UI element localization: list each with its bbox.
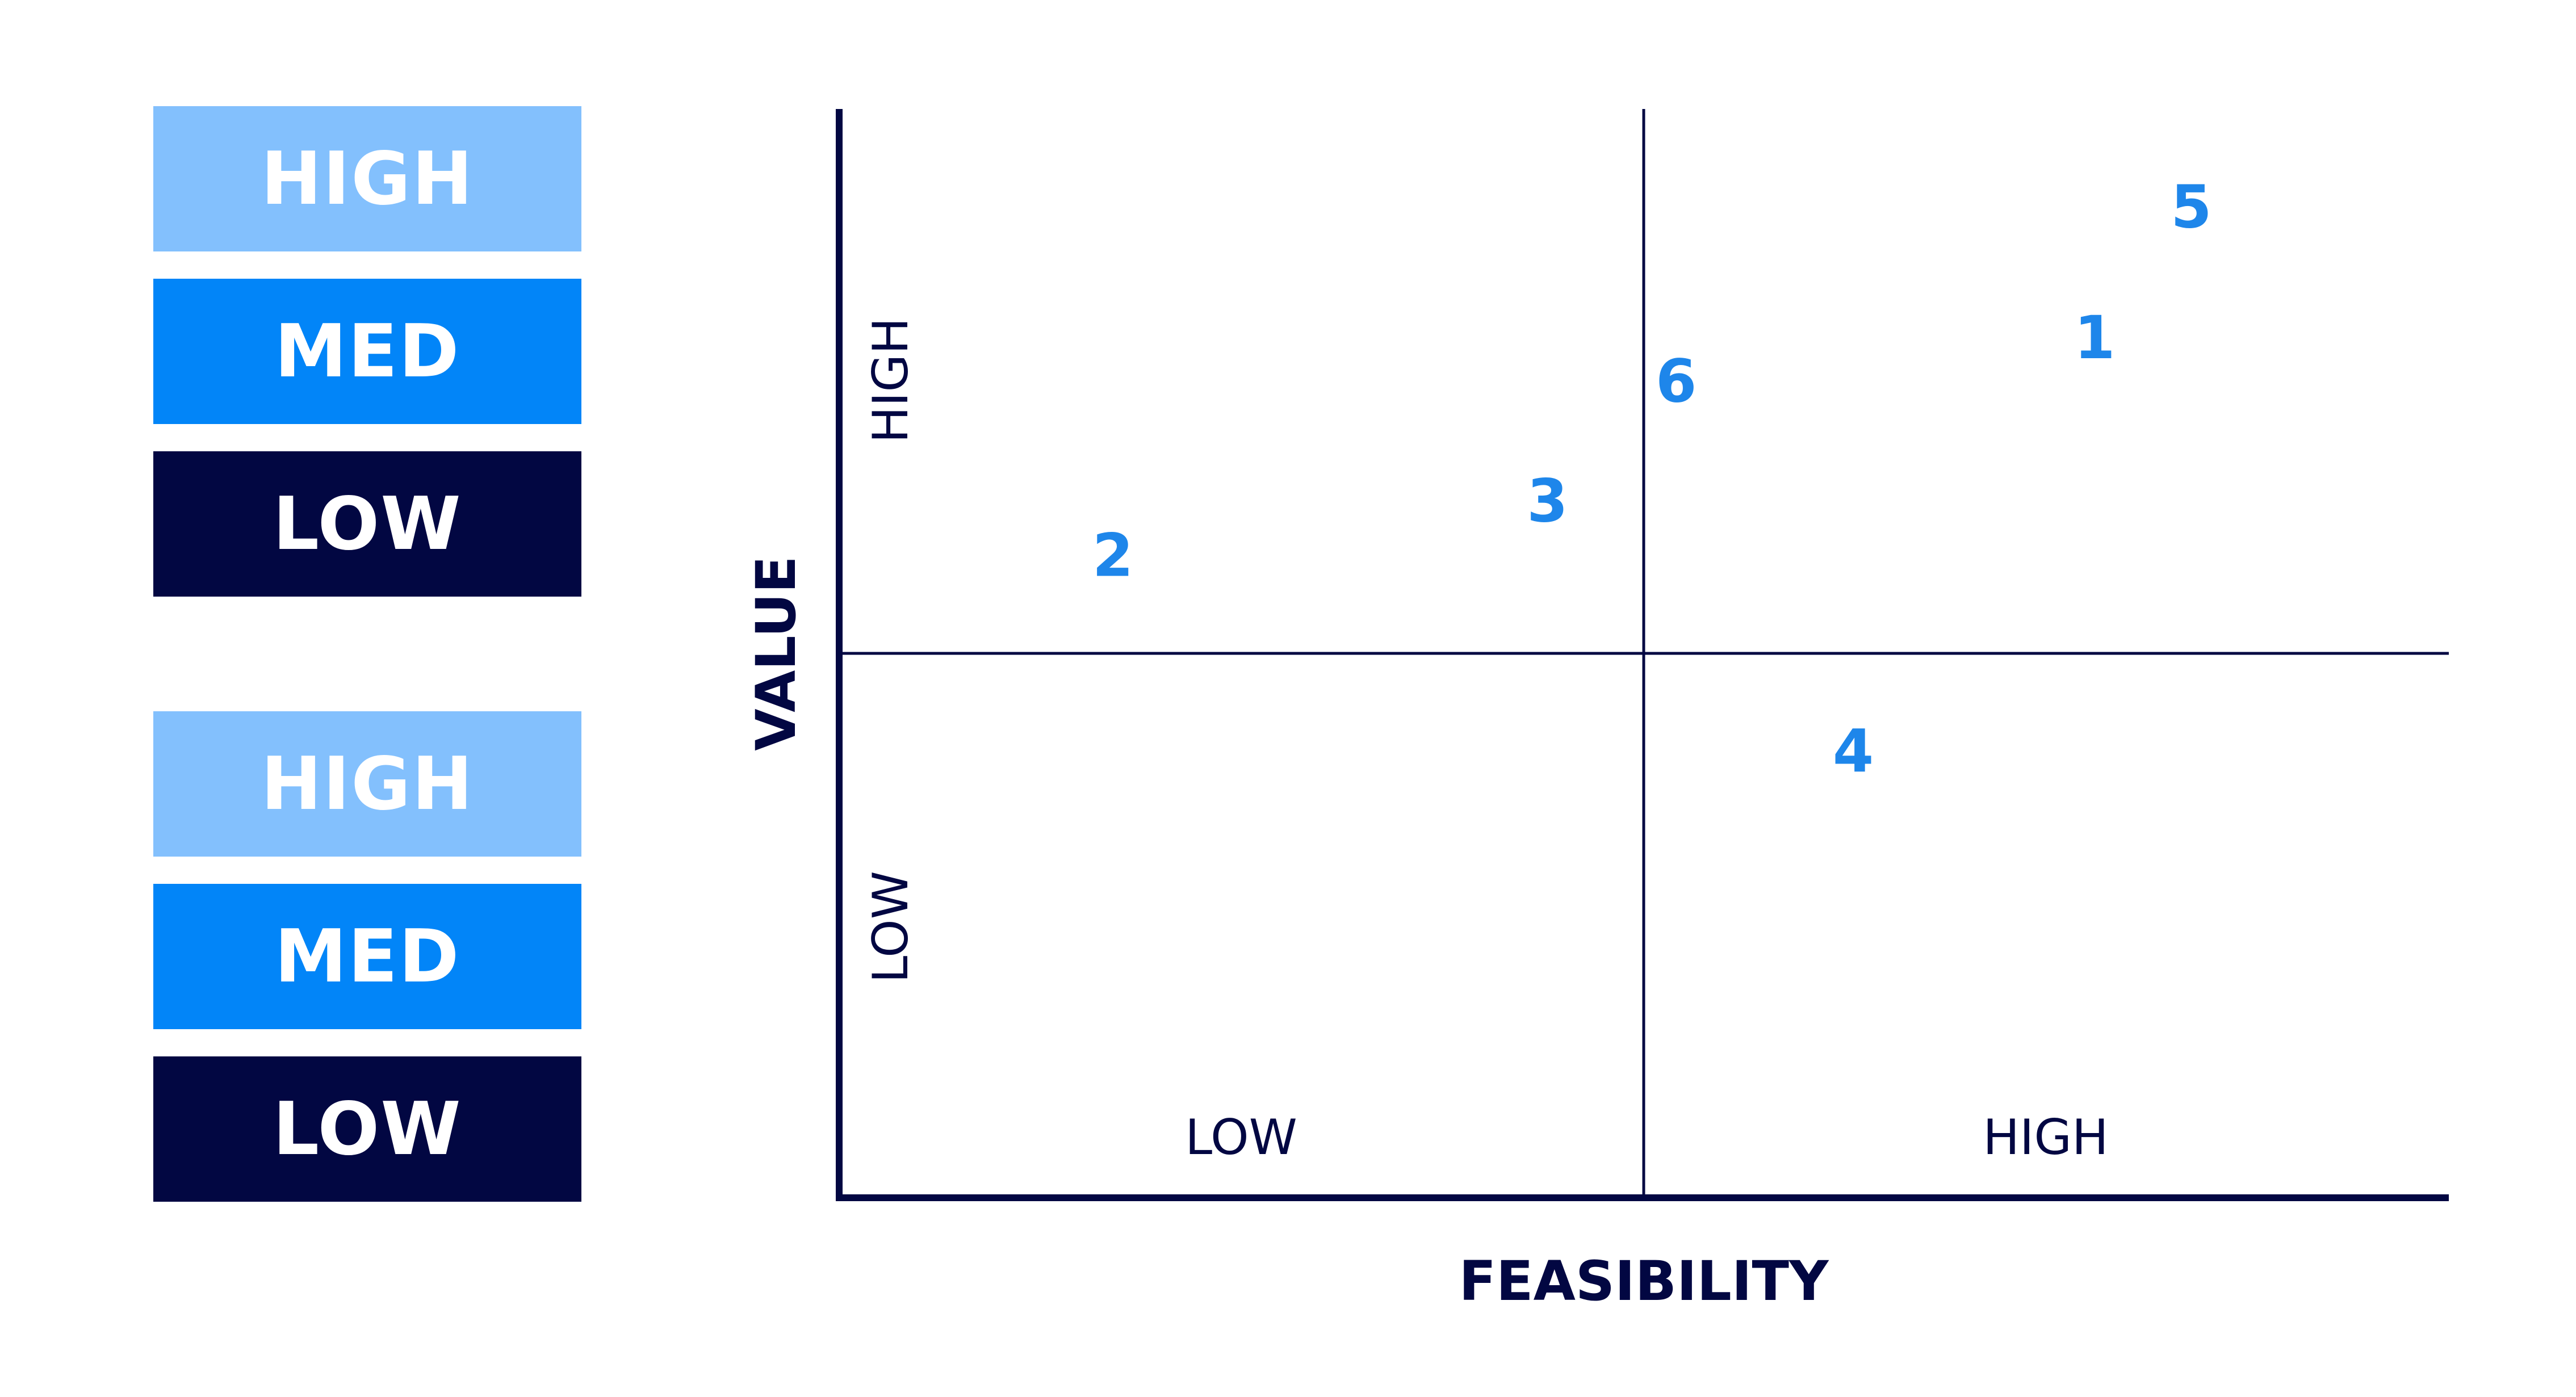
x-high-label: HIGH <box>1983 1109 2108 1166</box>
legend-label: MED <box>274 309 460 394</box>
legend-group-2-med: MED <box>153 884 581 1029</box>
point-label-4: 4 <box>1833 717 1874 786</box>
point-label-5: 5 <box>2171 173 2211 242</box>
point-label-3: 3 <box>1527 467 1568 536</box>
points-layer: 1 2 3 4 5 6 <box>1092 173 2212 786</box>
legend-group-1-med: MED <box>153 279 581 424</box>
legend-label: HIGH <box>261 741 474 827</box>
legend-label: LOW <box>273 1086 462 1172</box>
point-label-2: 2 <box>1092 521 1133 590</box>
x-low-label: LOW <box>1185 1109 1297 1166</box>
point-label-1: 1 <box>2074 303 2115 372</box>
legend-group-2-high: HIGH <box>153 711 581 857</box>
y-high-label: HIGH <box>862 317 919 443</box>
y-axis-title: VALUE <box>744 556 808 750</box>
x-axis-title: FEASIBILITY <box>1459 1249 1829 1313</box>
legend-label: MED <box>274 914 460 999</box>
legend-group-1-low: LOW <box>153 451 581 597</box>
legend-label: HIGH <box>261 136 474 221</box>
legend-group-1-high: HIGH <box>153 106 581 251</box>
y-low-label: LOW <box>862 871 919 983</box>
legend-label: LOW <box>273 481 462 567</box>
legend-group-2-low: LOW <box>153 1056 581 1202</box>
point-label-6: 6 <box>1656 347 1697 416</box>
